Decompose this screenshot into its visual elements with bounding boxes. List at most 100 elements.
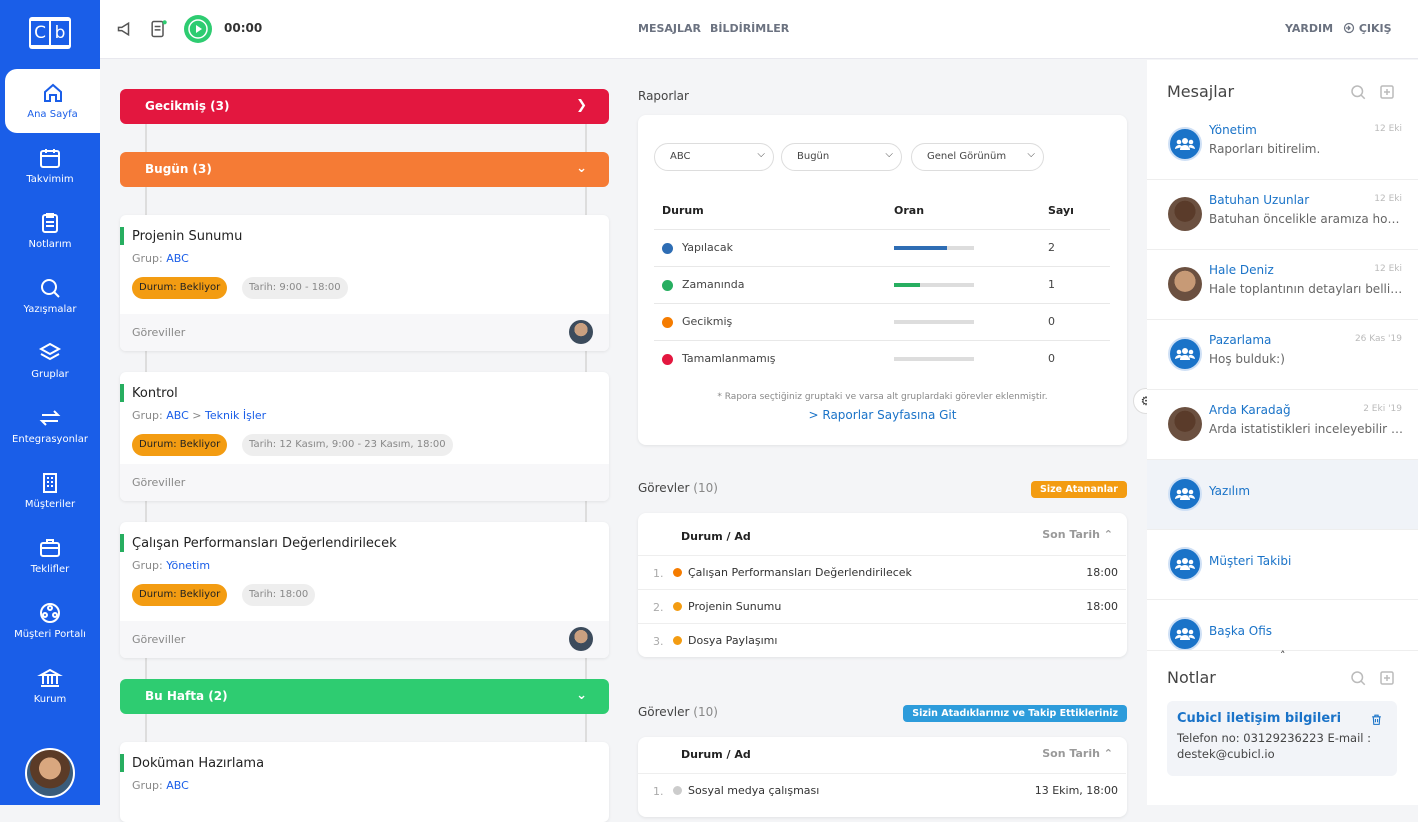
play-icon bbox=[188, 19, 208, 39]
help-link[interactable]: YARDIM bbox=[1285, 22, 1334, 35]
conversation-name: Hale Deniz bbox=[1209, 263, 1274, 277]
sidebar-item-notes[interactable]: Notlarım bbox=[0, 199, 100, 263]
task-card[interactable]: Doküman Hazırlama Grup: ABC bbox=[120, 742, 609, 822]
conversation-item[interactable]: Müşteri Takibi bbox=[1147, 530, 1418, 600]
nav-messages-link[interactable]: MESAJLAR bbox=[638, 22, 701, 35]
logout-label: ÇIKIŞ bbox=[1358, 22, 1392, 35]
task-group-link[interactable]: ABC bbox=[166, 252, 189, 265]
chevron-right-icon: ❯ bbox=[576, 98, 587, 113]
sidebar-item-offers[interactable]: Teklifler bbox=[0, 524, 100, 588]
sidebar-item-portal[interactable]: Müşteri Portalı bbox=[0, 589, 100, 653]
row-number: 1. bbox=[653, 567, 664, 580]
reports-card: ABC ⌵ Bugün ⌵ Genel Görünüm ⌵ Durum Oran Sa… bbox=[638, 115, 1127, 445]
group-icon bbox=[1175, 628, 1195, 640]
chevron-down-icon: ⌵ bbox=[885, 149, 893, 160]
assigned-to-you-tag[interactable]: Size Atananlar bbox=[1031, 481, 1127, 498]
status-dot bbox=[662, 354, 673, 365]
status-dot bbox=[673, 602, 682, 611]
assigned-by-you-tag[interactable]: Sizin Atadıklarınız ve Takip Ettiklerini… bbox=[903, 705, 1127, 722]
task-list-row[interactable]: 3. Dosya Paylaşımı bbox=[638, 623, 1126, 657]
task-title: Doküman Hazırlama bbox=[132, 756, 265, 771]
col-name-header: Durum / Ad bbox=[681, 748, 751, 761]
new-note-icon[interactable] bbox=[1378, 669, 1396, 687]
task-color-bar bbox=[120, 534, 124, 552]
trash-icon[interactable] bbox=[1370, 713, 1383, 726]
chat-search-icon bbox=[41, 279, 60, 298]
task-list-row[interactable]: 1. Sosyal medya çalışması 13 Ekim, 18:00 bbox=[638, 773, 1126, 807]
task-list-row[interactable]: 1. Çalışan Performansları Değerlendirile… bbox=[638, 555, 1126, 589]
conversation-item[interactable]: Yönetim 12 Eki Raporları bitirelim. bbox=[1147, 110, 1418, 180]
collapse-caret-icon[interactable]: ˄ bbox=[1280, 649, 1286, 662]
task-list-icon[interactable] bbox=[148, 19, 168, 39]
conversation-item[interactable]: Batuhan Uzunlar 12 Eki Batuhan öncelikle… bbox=[1147, 180, 1418, 250]
megaphone-icon[interactable] bbox=[116, 19, 136, 39]
sidebar-item-institution[interactable]: Kurum bbox=[0, 654, 100, 718]
task-card[interactable]: Çalışan Performansları Değerlendirilecek… bbox=[120, 522, 609, 658]
sidebar-item-messages[interactable]: Yazışmalar bbox=[0, 264, 100, 328]
conversation-item[interactable]: Pazarlama 26 Kas '19 Hoş bulduk:) bbox=[1147, 320, 1418, 390]
note-title: Cubicl iletişim bilgileri bbox=[1177, 711, 1342, 726]
reports-title: Raporlar bbox=[638, 89, 689, 103]
task-card[interactable]: Projenin Sunumu Grup: ABC Durum: Bekliyo… bbox=[120, 215, 609, 351]
status-dot bbox=[662, 243, 673, 254]
sidebar-item-customers[interactable]: Müşteriler bbox=[0, 459, 100, 523]
group-late-bar[interactable]: Gecikmiş (3) ❯ bbox=[120, 89, 609, 124]
logout-link[interactable]: ÇIKIŞ bbox=[1343, 22, 1392, 35]
assignee-avatar[interactable] bbox=[569, 320, 593, 344]
task-group-link[interactable]: Yönetim bbox=[166, 559, 211, 572]
notes-section: ˄ Notlar Cubicl iletişim bilgileri Telef… bbox=[1147, 649, 1418, 805]
conversation-time: 12 Eki bbox=[1374, 194, 1402, 204]
sidebar-item-groups[interactable]: Gruplar bbox=[0, 329, 100, 393]
task-title: Çalışan Performansları Değerlendirilecek bbox=[132, 536, 397, 551]
col-rate-header: Oran bbox=[894, 204, 925, 217]
conversation-item[interactable]: Yazılım bbox=[1147, 460, 1418, 530]
report-row: Tamamlanmamış 0 bbox=[654, 340, 1110, 377]
search-icon[interactable] bbox=[1349, 83, 1367, 101]
task-group-link[interactable]: ABC bbox=[166, 779, 189, 792]
nav-notifications-link[interactable]: BİLDİRİMLER bbox=[710, 22, 790, 35]
sidebar-item-integrations[interactable]: Entegrasyonlar bbox=[0, 394, 100, 458]
timer-play-button[interactable] bbox=[184, 15, 212, 43]
task-group-link[interactable]: ABC bbox=[166, 409, 189, 422]
user-avatar[interactable] bbox=[25, 748, 75, 798]
sidebar-item-calendar[interactable]: Takvimim bbox=[0, 134, 100, 198]
sidebar-item-label: Müşteri Portalı bbox=[14, 629, 86, 640]
search-icon[interactable] bbox=[1349, 669, 1367, 687]
group-week-bar[interactable]: Bu Hafta (2) ⌄ bbox=[120, 679, 609, 714]
reports-page-link[interactable]: > Raporlar Sayfasına Git bbox=[808, 408, 957, 422]
group-avatar bbox=[1168, 127, 1202, 161]
new-message-icon[interactable] bbox=[1378, 83, 1396, 101]
report-status-label: Gecikmiş bbox=[682, 315, 733, 328]
group-week-label: Bu Hafta (2) bbox=[145, 689, 228, 703]
note-card[interactable]: Cubicl iletişim bilgileri Telefon no: 03… bbox=[1167, 701, 1397, 776]
notes-title: Notlar bbox=[1167, 668, 1216, 687]
rate-progress-bar bbox=[894, 246, 974, 250]
view-filter-select[interactable]: Genel Görünüm ⌵ bbox=[911, 143, 1044, 171]
date-filter-select[interactable]: Bugün ⌵ bbox=[781, 143, 902, 171]
assignee-avatar[interactable] bbox=[569, 627, 593, 651]
sidebar-item-label: Takvimim bbox=[26, 174, 74, 185]
task-subgroup-link[interactable]: Teknik İşler bbox=[205, 409, 267, 422]
task-color-bar bbox=[120, 384, 124, 402]
group-filter-select[interactable]: ABC ⌵ bbox=[654, 143, 774, 171]
col-due-header[interactable]: Son Tarih ⌃ bbox=[1042, 528, 1113, 541]
task-list-row[interactable]: 2. Projenin Sunumu 18:00 bbox=[638, 589, 1126, 623]
group-today-bar[interactable]: Bugün (3) ⌄ bbox=[120, 152, 609, 187]
task-card[interactable]: Kontrol Grup: ABC > Teknik İşler Durum: … bbox=[120, 372, 609, 501]
sidebar-item-home[interactable]: Ana Sayfa bbox=[5, 69, 100, 133]
conversation-item[interactable]: Arda Karadağ 2 Eki '19 Arda istatistikle… bbox=[1147, 390, 1418, 460]
building-icon bbox=[43, 473, 57, 493]
tasks-assigned-card: Durum / Ad Son Tarih ⌃ 1. Çalışan Perfor… bbox=[638, 513, 1127, 657]
logo-letter-c: C bbox=[31, 21, 49, 45]
conversation-item[interactable]: Başka Ofis bbox=[1147, 600, 1418, 650]
col-due-header[interactable]: Son Tarih ⌃ bbox=[1042, 747, 1113, 760]
conversation-item[interactable]: Hale Deniz 12 Eki Hale toplantının detay… bbox=[1147, 250, 1418, 320]
rate-progress-bar bbox=[894, 357, 974, 361]
task-color-bar bbox=[120, 754, 124, 772]
due-time: 13 Ekim, 18:00 bbox=[1034, 784, 1118, 797]
status-dot bbox=[673, 568, 682, 577]
task-title: Kontrol bbox=[132, 386, 178, 401]
task-title: Çalışan Performansları Değerlendirilecek bbox=[688, 566, 912, 579]
report-status-label: Yapılacak bbox=[682, 241, 733, 254]
